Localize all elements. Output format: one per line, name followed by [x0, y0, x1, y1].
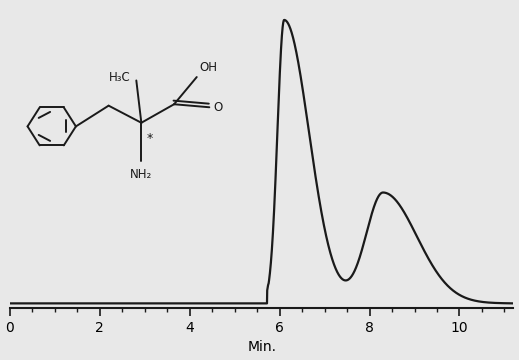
Text: NH₂: NH₂	[130, 168, 153, 181]
X-axis label: Min.: Min.	[247, 341, 276, 355]
Text: *: *	[146, 132, 153, 145]
Text: H₃C: H₃C	[108, 71, 130, 84]
Text: OH: OH	[199, 61, 217, 74]
Text: O: O	[213, 101, 223, 114]
